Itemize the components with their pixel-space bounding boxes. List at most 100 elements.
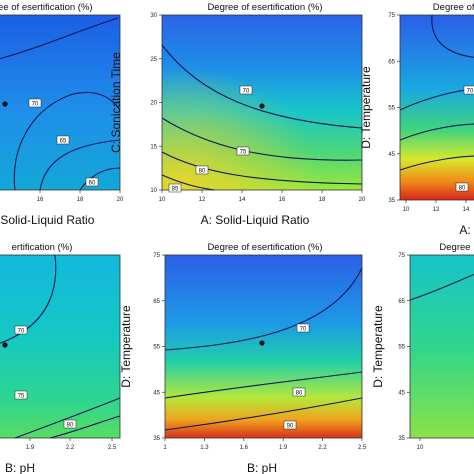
x-tick-label: 2.5 — [358, 445, 367, 451]
contour-label: 70 — [32, 102, 39, 108]
y-tick-label: 35 — [398, 436, 405, 442]
contour-label: 70 — [300, 327, 307, 333]
contour-label-box — [14, 390, 28, 400]
y-tick-label: 45 — [388, 152, 395, 158]
x-tick-label: 1.9 — [26, 445, 35, 451]
contour-line — [164, 267, 363, 351]
plot-surface — [410, 255, 474, 438]
contour-label: 70 — [467, 89, 474, 95]
x-tick-label: 16 — [37, 197, 44, 203]
chart-title: ertification (%) — [12, 242, 73, 253]
y-tick-label: 25 — [150, 57, 157, 63]
contour-label: 65 — [60, 139, 67, 145]
contour-line — [161, 44, 363, 129]
y-tick-label: 35 — [153, 436, 160, 442]
chart-panel-2: 70 75 80 85 Degree of esertification (%) 10 12… — [109, 2, 366, 227]
contour-label: 80 — [67, 423, 74, 429]
chart-panel-4: 70 75 80 ertification (%) 1.9 2.2 2.5 B: pH — [0, 242, 121, 474]
contour-label: 75 — [240, 150, 247, 156]
y-tick-label: 55 — [153, 345, 160, 351]
contour-label-box — [28, 98, 42, 108]
contour-label: 80 — [199, 169, 206, 175]
y-tick-label: 75 — [153, 253, 160, 259]
contour-line — [161, 174, 216, 191]
x-tick-label: 1.6 — [240, 445, 249, 451]
contour-label-box — [14, 325, 28, 335]
x-tick-label: 20 — [359, 197, 366, 203]
contour-line — [164, 371, 363, 399]
x-tick-label: 2.2 — [66, 445, 75, 451]
contour-label-box — [56, 135, 70, 145]
contour-label: 80 — [296, 391, 303, 397]
x-axis-label: B: pH — [5, 461, 35, 474]
x-tick-label: 10 — [417, 445, 424, 451]
x-tick-label: 2.5 — [108, 445, 117, 451]
contour-label-box — [168, 183, 182, 193]
y-axis-label: D: Temperature — [119, 305, 133, 388]
y-tick-label: 20 — [150, 101, 157, 107]
x-tick-label: 16 — [279, 197, 286, 203]
x-tick-label: 12 — [199, 197, 206, 203]
plot-highlight — [162, 15, 362, 190]
y-tick-label: 30 — [150, 13, 157, 19]
x-tick-label: 2.2 — [318, 445, 327, 451]
contour-line — [409, 273, 474, 301]
y-tick-label: 15 — [150, 144, 157, 150]
contour-line — [0, 254, 57, 344]
contour-line — [161, 151, 363, 185]
contour-label-box — [195, 165, 209, 175]
plot-surface — [0, 255, 120, 438]
y-tick-label: 45 — [153, 390, 160, 396]
y-axis-label: D: Temperature — [359, 66, 373, 149]
x-tick-label: 20 — [117, 197, 124, 203]
y-axis-label: D: Temperature — [371, 305, 385, 388]
x-tick-label: 10 — [403, 207, 410, 213]
contour-label: 70 — [18, 329, 25, 335]
plot-border — [0, 14, 121, 191]
chart-panel-3: 70 80 Degree of es 10 12 14 35 45 55 65 75 A: D: Tem… — [359, 2, 474, 237]
contour-label-box — [296, 323, 310, 333]
plot-border — [0, 254, 121, 439]
chart-title: Degree of esertification (%) — [0, 2, 93, 13]
contour-line — [79, 167, 121, 191]
x-tick-label: 12 — [433, 207, 440, 213]
chart-title: Degree of esertification (%) — [207, 242, 322, 253]
contour-line — [0, 17, 119, 60]
plot-surface — [400, 15, 474, 200]
x-axis-label: B: pH — [247, 461, 277, 474]
contour-label-box — [283, 420, 297, 430]
contour-label: 85 — [172, 187, 179, 193]
y-tick-label: 55 — [388, 106, 395, 112]
x-axis-label: A: Solid-Liquid Ratio — [0, 213, 95, 227]
x-tick-label: 14 — [239, 197, 246, 203]
x-tick-label: 1.9 — [279, 445, 288, 451]
chart-title: Degree — [439, 242, 470, 253]
y-tick-label: 35 — [388, 198, 395, 204]
contour-label-box — [239, 85, 253, 95]
y-tick-label: 55 — [398, 345, 405, 351]
chart-panel-5: 70 80 90 Degree of esertification (%) 1 1.3 1.… — [119, 242, 367, 474]
chart-title: Degree of esertification (%) — [207, 2, 322, 13]
x-tick-label: 14 — [463, 207, 470, 213]
y-tick-label: 65 — [388, 59, 395, 65]
chart-panel-6: Degree 10 35 45 55 65 75 D: Temperature — [371, 242, 474, 451]
y-tick-label: 45 — [398, 390, 405, 396]
contour-line — [14, 397, 121, 439]
x-axis-label: A: Solid-Liquid Ratio — [201, 213, 310, 227]
contour-label: 80 — [459, 186, 466, 192]
design-point — [259, 103, 265, 109]
plot-surface — [0, 15, 120, 190]
y-tick-label: 65 — [153, 299, 160, 305]
x-tick-label: 10 — [159, 197, 166, 203]
contour-label: 70 — [243, 89, 250, 95]
x-tick-label: 1.3 — [200, 445, 209, 451]
x-tick-label: 1 — [163, 445, 167, 451]
contour-line — [164, 397, 363, 431]
x-tick-label: 18 — [77, 197, 84, 203]
contour-label-box — [455, 182, 469, 192]
design-point — [259, 340, 265, 346]
y-tick-label: 75 — [388, 13, 395, 19]
x-axis-label: A: — [459, 223, 470, 237]
x-tick-label: 18 — [319, 197, 326, 203]
